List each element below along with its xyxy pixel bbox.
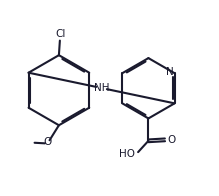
Text: HO: HO — [119, 149, 135, 159]
Text: Cl: Cl — [55, 29, 65, 39]
Text: O: O — [167, 135, 176, 145]
Text: N: N — [166, 67, 174, 77]
Text: NH: NH — [94, 83, 109, 93]
Text: O: O — [43, 137, 51, 147]
